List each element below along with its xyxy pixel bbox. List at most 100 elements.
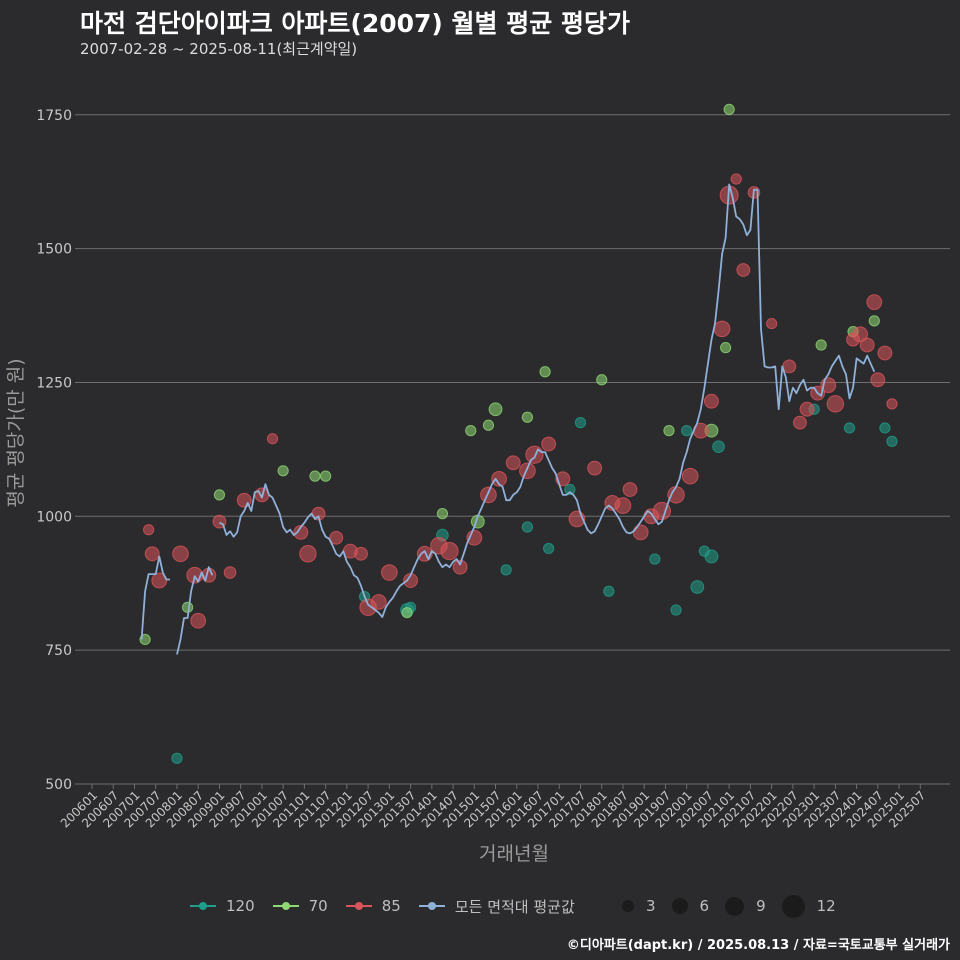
data-point-85	[440, 542, 459, 561]
data-point-70	[465, 425, 477, 437]
data-point-85	[667, 486, 685, 504]
data-point-85	[877, 345, 893, 361]
data-point-70	[213, 489, 226, 501]
data-point-85	[852, 326, 869, 343]
average-line-segment-2	[219, 183, 876, 618]
data-point-85	[730, 173, 742, 185]
data-point-120	[712, 440, 725, 454]
data-point-70	[309, 470, 321, 482]
data-points	[139, 103, 898, 764]
source-caption: ©디아파트(dapt.kr) / 2025.08.13 / 자료=국토교통부 실…	[566, 938, 950, 953]
data-point-120	[543, 542, 555, 555]
data-point-85	[704, 393, 719, 409]
data-point-120	[603, 585, 615, 597]
data-point-70	[181, 601, 194, 613]
chart-subtitle: 2007-02-28 ~ 2025-08-11(최근계약일)	[80, 40, 358, 58]
legend-label-120: 120	[226, 897, 255, 915]
data-point-85	[381, 564, 398, 581]
x-axis-ticks: 2006012006072007012007072008012008072009…	[58, 784, 928, 831]
data-point-85	[859, 337, 875, 353]
data-point-85	[826, 395, 845, 413]
data-point-120	[521, 521, 534, 533]
legend-label-average: 모든 면적대 평균값	[454, 897, 575, 916]
size-legend-3: 3	[622, 897, 656, 915]
chart-title: 마전 검단아이파크 아파트(2007) 월별 평균 평당가	[80, 9, 630, 38]
data-point-120	[843, 422, 856, 434]
legend-item-120: 120	[190, 896, 255, 916]
data-point-85	[681, 467, 699, 485]
data-point-70	[720, 342, 732, 354]
data-point-120	[704, 549, 719, 564]
data-point-70	[488, 402, 503, 417]
data-point-70	[436, 508, 449, 520]
size-legend-9: 9	[725, 896, 766, 916]
data-point-85	[614, 497, 632, 514]
data-point-85	[143, 524, 155, 536]
y-axis-ticks: 500 750 1000 1250 1500 1750	[36, 108, 80, 793]
data-point-85	[866, 294, 883, 311]
size-legend-12: 12	[781, 894, 836, 918]
data-point-120	[681, 425, 693, 437]
legend-label-85: 85	[381, 897, 401, 915]
legend-item-85: 85	[345, 896, 401, 916]
data-point-70	[663, 425, 675, 437]
data-point-85	[299, 545, 317, 563]
tick-label-y: 1500	[36, 242, 72, 258]
data-point-85	[354, 546, 368, 561]
legend-item-average: 모든 면적대 평균값	[418, 896, 575, 917]
data-point-85	[736, 263, 751, 277]
data-point-70	[277, 465, 289, 477]
data-point-85	[293, 524, 309, 540]
tick-label-y: 1250	[36, 375, 72, 391]
data-point-85	[370, 594, 387, 610]
data-point-85	[190, 612, 207, 629]
data-point-85	[525, 445, 544, 464]
data-point-70	[815, 339, 827, 351]
data-point-120	[690, 580, 705, 594]
data-point-85	[793, 415, 807, 430]
average-line-layer	[140, 183, 876, 655]
data-point-70	[723, 103, 735, 116]
data-point-120	[500, 564, 512, 576]
data-point-85	[329, 530, 344, 545]
grid-lines	[80, 114, 950, 785]
size-label-9: 9	[756, 897, 766, 915]
data-point-120	[886, 435, 898, 447]
tick-label-y: 500	[45, 777, 72, 793]
data-point-85	[223, 566, 237, 579]
data-point-85	[452, 559, 468, 575]
size-label-6: 6	[699, 897, 710, 915]
data-point-85	[519, 462, 536, 480]
data-point-120	[649, 553, 661, 565]
data-point-85	[870, 372, 886, 388]
data-point-70	[868, 315, 880, 327]
data-point-70	[401, 607, 413, 619]
size-label-12: 12	[816, 897, 836, 915]
average-line-segment-0	[140, 555, 170, 640]
tick-label-y: 750	[45, 643, 72, 659]
data-point-120	[171, 752, 183, 764]
data-point-85	[172, 545, 189, 563]
data-point-85	[144, 546, 160, 562]
legend-label-70: 70	[308, 897, 328, 915]
tick-label-y: 1000	[36, 509, 72, 525]
data-point-70	[482, 419, 495, 431]
size-legend-6: 6	[671, 897, 710, 915]
data-point-70	[596, 374, 608, 386]
data-point-85	[799, 401, 815, 417]
tick-label-y: 1750	[36, 108, 72, 124]
data-point-85	[491, 470, 507, 487]
data-point-85	[266, 433, 279, 445]
data-point-85	[782, 359, 797, 374]
data-point-70	[320, 470, 332, 482]
size-legend: 3 6 9 12	[622, 893, 852, 919]
data-point-85	[766, 317, 778, 330]
color-legend: 120 70 85 모든 면적대 평균값	[190, 893, 593, 919]
data-point-85	[622, 482, 638, 497]
legend-item-70: 70	[272, 896, 328, 916]
data-point-85	[151, 572, 168, 589]
x-axis-label: 거래년월	[479, 843, 549, 865]
data-point-120	[574, 417, 587, 429]
average-line-segment-1	[176, 566, 214, 655]
